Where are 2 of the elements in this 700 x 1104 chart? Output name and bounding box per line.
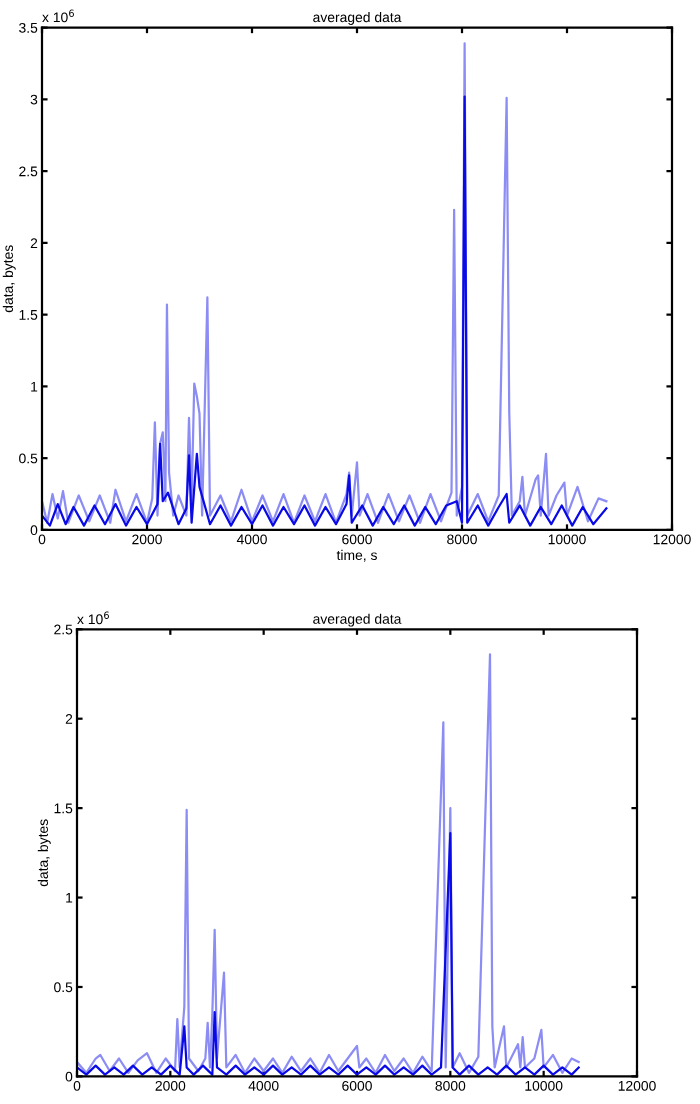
line-series [77,832,580,1076]
line-series [77,653,580,1074]
